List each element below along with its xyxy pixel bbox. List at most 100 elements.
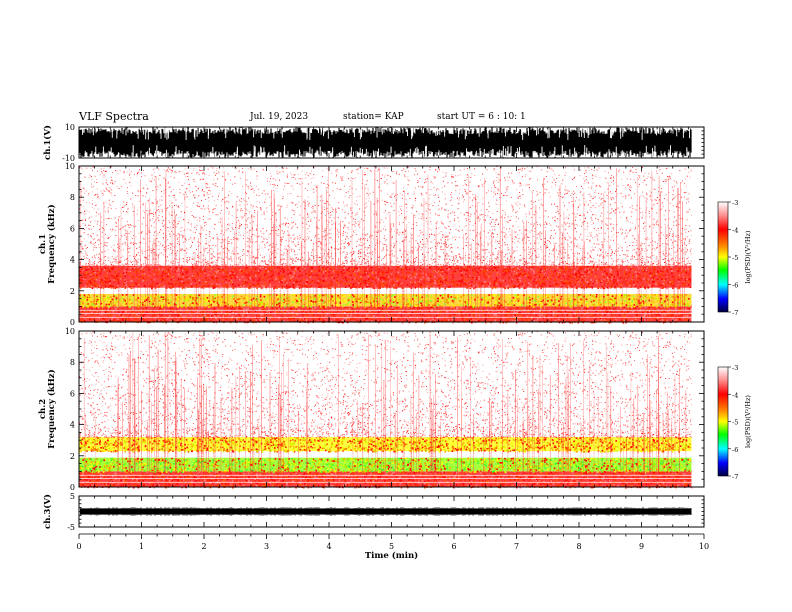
spectro-pixel bbox=[580, 307, 583, 310]
spectro-pixel bbox=[381, 314, 384, 316]
spectro-pixel bbox=[627, 305, 630, 307]
spectro-pixel bbox=[170, 287, 172, 289]
spectro-pixel bbox=[82, 319, 84, 322]
spectro-pixel bbox=[465, 308, 468, 311]
spectro-pixel bbox=[671, 314, 674, 317]
spectro-pixel bbox=[242, 297, 245, 300]
spectro-pixel bbox=[150, 296, 152, 298]
spectro-pixel bbox=[392, 301, 395, 303]
spectro-pixel bbox=[536, 303, 539, 305]
spectro-pixel bbox=[504, 266, 506, 269]
waveform-gap bbox=[452, 150, 454, 157]
spectro-pixel bbox=[448, 319, 450, 321]
spectro-pixel bbox=[651, 273, 654, 275]
spectro-pixel bbox=[301, 310, 303, 313]
spectro-pixel bbox=[570, 312, 573, 314]
spectro-pixel bbox=[107, 297, 109, 300]
spectro-pixel bbox=[601, 275, 604, 278]
spectro-pixel bbox=[279, 299, 282, 301]
spectro-pixel bbox=[408, 305, 410, 308]
spectro-pixel bbox=[233, 305, 235, 307]
spectro-pixel bbox=[229, 313, 231, 316]
spectro-pixel bbox=[395, 307, 398, 310]
spectro-pixel bbox=[460, 311, 463, 314]
spectro-pixel bbox=[481, 304, 484, 306]
spectro-pixel bbox=[309, 296, 312, 298]
spectro-pixel bbox=[607, 319, 609, 321]
waveform-gap bbox=[414, 148, 416, 157]
spectro-pixel bbox=[635, 303, 638, 305]
spectro-pixel bbox=[159, 278, 162, 281]
spectro-pixel bbox=[236, 317, 238, 319]
spectro-pixel bbox=[452, 321, 454, 324]
spectro-pixel bbox=[285, 300, 287, 303]
spectro-pixel bbox=[185, 306, 187, 308]
spectro-pixel bbox=[213, 308, 215, 310]
spectro-pixel bbox=[183, 286, 185, 289]
spectro-pixel bbox=[280, 296, 283, 299]
spectro-pixel bbox=[579, 307, 582, 310]
spectro-pixel bbox=[354, 311, 357, 313]
spectro-pixel bbox=[649, 275, 652, 277]
chart-title: VLF Spectra bbox=[79, 110, 149, 123]
spectro-pixel bbox=[538, 314, 541, 317]
spectro-pixel bbox=[269, 297, 272, 300]
spectro-pixel bbox=[524, 273, 526, 275]
spectro-pixel bbox=[173, 303, 176, 306]
spectro-pixel bbox=[87, 282, 89, 284]
spectro-pixel bbox=[429, 281, 432, 283]
spectro-pixel bbox=[232, 318, 235, 320]
spectro-pixel bbox=[661, 319, 664, 321]
spectro-pixel bbox=[568, 270, 570, 273]
spectro-pixel bbox=[348, 266, 350, 269]
spectro-pixel bbox=[386, 279, 388, 281]
spectro-pixel bbox=[531, 297, 534, 300]
spectro-pixel bbox=[348, 298, 350, 301]
spectro-pixel bbox=[343, 295, 345, 298]
spectro-pixel bbox=[490, 298, 492, 301]
spectro-pixel bbox=[252, 318, 254, 320]
spectro-pixel bbox=[343, 318, 346, 320]
spectro-pixel bbox=[118, 314, 120, 316]
spectro-pixel bbox=[498, 297, 501, 300]
spectro-pixel bbox=[673, 276, 675, 278]
spectro-pixel bbox=[498, 308, 500, 310]
spectro-pixel bbox=[80, 285, 83, 287]
spectro-pixel bbox=[585, 304, 587, 306]
spectro-pixel bbox=[330, 294, 333, 296]
spectro-pixel bbox=[299, 317, 302, 319]
spectro-pixel bbox=[172, 284, 174, 286]
spectro-pixel bbox=[671, 303, 674, 306]
spectro-pixel bbox=[287, 303, 289, 306]
spectro-pixel bbox=[398, 266, 400, 268]
spectro-pixel bbox=[567, 318, 569, 321]
spectro-pixel bbox=[612, 304, 614, 307]
spectro-pixel bbox=[391, 302, 393, 304]
spectro-pixel bbox=[496, 315, 499, 318]
spectro-pixel bbox=[114, 299, 117, 301]
spectro-pixel bbox=[502, 311, 504, 314]
spectro-pixel bbox=[302, 320, 305, 322]
spectro-pixel bbox=[329, 305, 332, 308]
spectro-pixel bbox=[577, 301, 580, 304]
spectro-pixel bbox=[122, 307, 125, 310]
waveform-gap bbox=[160, 128, 162, 139]
spectro-pixel bbox=[263, 315, 265, 317]
spectro-pixel bbox=[90, 275, 92, 277]
spectro-pixel bbox=[95, 300, 98, 303]
spectro-pixel bbox=[382, 304, 384, 307]
spectro-pixel bbox=[247, 315, 249, 317]
spectro-pixel bbox=[545, 299, 548, 301]
spectro-pixel bbox=[480, 266, 483, 268]
spectro-pixel bbox=[371, 319, 373, 322]
spectro-pixel bbox=[635, 318, 637, 320]
spectro-pixel bbox=[498, 311, 500, 314]
spectro-pixel bbox=[418, 307, 420, 310]
spectro-pixel bbox=[481, 301, 484, 303]
spectro-pixel bbox=[280, 306, 282, 308]
spectro-pixel bbox=[594, 299, 597, 302]
spectro-pixel bbox=[675, 295, 678, 298]
waveform-gap bbox=[437, 128, 439, 136]
spectro-pixel bbox=[214, 309, 216, 312]
spectro-pixel bbox=[310, 280, 312, 283]
